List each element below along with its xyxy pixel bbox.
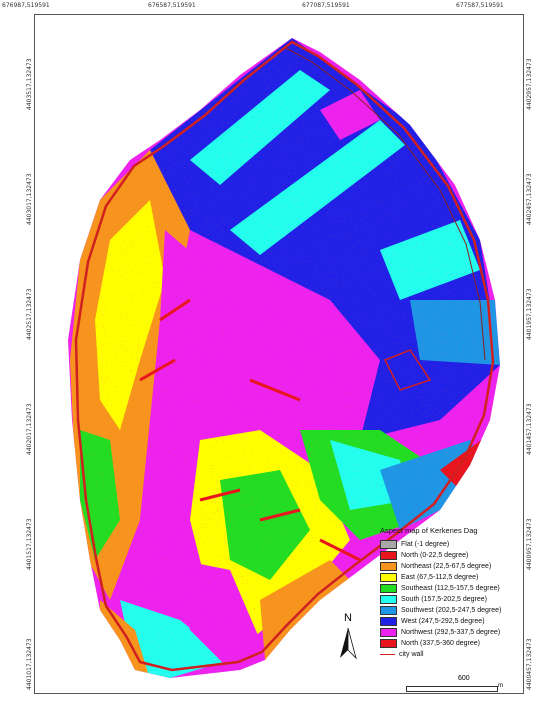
legend-item: Flat (-1 degree) <box>380 540 449 549</box>
legend-swatch <box>380 606 397 615</box>
legend-item-city-wall: city wall <box>380 650 424 659</box>
coord-top-3: 677087,519591 <box>302 2 350 9</box>
legend-label: West (247,5-292,5 degree) <box>401 618 485 625</box>
legend-swatch <box>380 595 397 604</box>
legend-label: Southwest (202,5-247,5 degree) <box>401 607 502 614</box>
legend-swatch <box>380 551 397 560</box>
legend-item: South (157,5-202,5 degree) <box>380 595 487 604</box>
scale-bar <box>406 686 498 692</box>
legend-label: North (0-22,5 degree) <box>401 552 469 559</box>
city-wall <box>74 40 495 672</box>
legend-item: West (247,5-292,5 degree) <box>380 617 485 626</box>
legend-label: city wall <box>399 651 424 658</box>
legend-swatch <box>380 617 397 626</box>
legend-swatch <box>380 573 397 582</box>
legend-label: South (157,5-202,5 degree) <box>401 596 488 603</box>
north-label: N <box>344 612 352 624</box>
legend: Aspect map of Kerkenes Dag Flat (-1 degr… <box>374 524 520 674</box>
legend-swatch <box>380 584 397 593</box>
legend-item: Northwest (292,5-337,5 degree) <box>380 628 500 637</box>
legend-item: Northeast (22,5-67,5 degree) <box>380 562 491 571</box>
legend-label: North (337,5-360 degree) <box>401 640 480 647</box>
legend-item: North (337,5-360 degree) <box>380 639 480 648</box>
wall-enclosure <box>383 349 432 391</box>
scale-unit: m <box>498 683 503 689</box>
legend-label: Southeast (112,5-157,5 degree) <box>401 585 500 592</box>
legend-swatch <box>380 562 397 571</box>
legend-label: Northwest (292,5-337,5 degree) <box>401 629 501 636</box>
legend-item: Southeast (112,5-157,5 degree) <box>380 584 500 593</box>
legend-swatch <box>380 628 397 637</box>
scale-value: 600 <box>458 675 470 682</box>
legend-label: Northeast (22,5-67,5 degree) <box>401 563 492 570</box>
legend-item: North (0-22,5 degree) <box>380 551 468 560</box>
city-wall-inner <box>285 47 486 361</box>
north-arrow <box>340 627 357 660</box>
legend-swatch <box>380 639 397 648</box>
legend-title: Aspect map of Kerkenes Dag <box>380 526 478 535</box>
legend-label: East (67,5-112,5 degree) <box>401 574 479 581</box>
coord-top-1: 676987,519591 <box>2 2 50 9</box>
legend-item: Southwest (202,5-247,5 degree) <box>380 606 501 615</box>
coord-top-4: 677587,519591 <box>456 2 504 9</box>
coord-top-2: 676587,519591 <box>148 2 196 9</box>
legend-label: Flat (-1 degree) <box>401 541 450 548</box>
legend-item: East (67,5-112,5 degree) <box>380 573 478 582</box>
legend-swatch <box>380 540 397 549</box>
legend-line <box>380 654 395 655</box>
